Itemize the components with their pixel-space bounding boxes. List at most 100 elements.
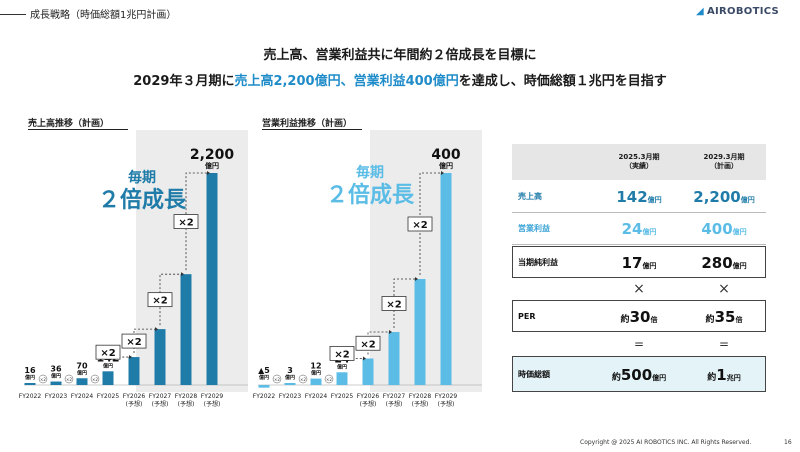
category-label: (予想)	[204, 400, 221, 408]
category-label: (予想)	[438, 400, 455, 408]
row-value: 280億円	[701, 253, 746, 272]
table-text: 2,200	[693, 187, 741, 206]
metrics-table: 2025.3月期 （実績） 2029.3月期 （計画） 売上高 142億円 2,200億円営…	[512, 144, 766, 404]
row-value: 約35倍	[706, 307, 743, 326]
chart-title-sales: 売上高推移（計画）	[28, 119, 110, 129]
row-value: 24億円	[622, 219, 657, 238]
multiplier-label: ×2	[412, 220, 427, 231]
page-number: 16	[784, 439, 792, 446]
row-value: 約30倍	[621, 307, 658, 326]
operator-times: ×	[596, 278, 682, 300]
headline-line2: 2029年３月期に売上高2,200億円、営業利益400億円を達成し、時価総額１兆…	[0, 70, 800, 89]
growth-bubble	[90, 374, 100, 384]
category-label: FY2025	[97, 393, 120, 400]
arrow-icon	[363, 356, 366, 361]
growth-connector	[393, 278, 416, 328]
value-cell: 約1兆円	[682, 356, 766, 392]
chart-title-rule	[28, 129, 128, 130]
multiplier-label: ×2	[386, 300, 401, 311]
value-label: ▲5	[258, 366, 270, 375]
category-label: FY2026	[357, 393, 380, 400]
table-text: 億円	[647, 195, 662, 204]
table-text: 約	[705, 314, 715, 325]
table-text: 兆円	[726, 373, 741, 382]
value-cell: 約30倍	[596, 300, 682, 332]
arrow-icon	[155, 327, 158, 332]
multiplier-box	[355, 335, 381, 351]
table-text: 倍	[650, 315, 658, 324]
operator-equals: =	[596, 332, 682, 356]
growth-connector	[419, 172, 442, 275]
col-header-2029: 2029.3月期 （計画）	[682, 144, 766, 180]
bar	[76, 378, 88, 385]
operator-equals: =	[682, 332, 766, 356]
table-text: 億円	[732, 261, 747, 270]
multiplier-label: ×2	[152, 296, 167, 307]
growth-bubble	[324, 374, 334, 384]
category-label: FY2024	[71, 393, 94, 400]
category-label: FY2028	[175, 393, 198, 400]
growth-bubble	[38, 374, 48, 384]
table-text: 営業利益	[518, 223, 550, 233]
multiplier-label: ×2	[178, 218, 193, 229]
bar	[24, 383, 36, 385]
value-label: 16	[24, 366, 36, 375]
value-label: 3	[287, 366, 293, 375]
category-label: FY2027	[149, 393, 172, 400]
table-text: =	[718, 337, 730, 351]
logo-mark-icon: ◢	[696, 6, 704, 17]
arrow-icon	[129, 355, 132, 360]
table-text: 500	[620, 365, 653, 384]
row-label: 営業利益	[518, 212, 598, 244]
bar	[258, 385, 270, 388]
growth-label: ×2	[40, 377, 46, 382]
row-label: 時価総額	[518, 356, 598, 392]
sales-callout-bottom: ２倍成長	[97, 188, 186, 213]
table-row	[512, 180, 766, 213]
category-label: (予想)	[152, 400, 169, 408]
table-row	[512, 246, 766, 278]
bar	[310, 378, 322, 385]
growth-connector	[341, 348, 364, 359]
bar	[154, 329, 166, 385]
growth-bubble	[272, 374, 282, 384]
bar	[180, 274, 192, 385]
category-label: FY2025	[331, 393, 354, 400]
op-callout-bottom: ２倍成長	[325, 183, 414, 208]
arrow-icon	[181, 272, 184, 277]
growth-connector	[367, 331, 390, 355]
header-rule	[0, 14, 26, 15]
bar	[388, 332, 400, 385]
growth-label: ×2	[274, 377, 280, 382]
growth-bubble	[64, 374, 74, 384]
table-text: 億円	[732, 227, 747, 236]
value-label: 70	[76, 361, 88, 370]
table-text: 約	[620, 314, 630, 325]
arrow-icon	[441, 171, 444, 175]
row-label: 当期純利益	[518, 246, 598, 278]
table-row	[512, 356, 766, 392]
category-label: FY2023	[279, 393, 302, 400]
table-text: 当期純利益	[518, 257, 558, 267]
category-label: FY2027	[383, 393, 406, 400]
bar	[362, 358, 374, 385]
unit-label: 億円	[25, 374, 35, 381]
table-text: 億円	[740, 195, 755, 204]
headline-suffix: を達成し、時価総額１兆円を目指す	[458, 74, 667, 89]
bar	[414, 279, 426, 385]
row-value: 17億円	[622, 253, 657, 272]
growth-connector	[185, 172, 208, 271]
multiplier-box	[381, 296, 407, 311]
table-text: 約	[611, 372, 621, 383]
unit-label: 億円	[337, 363, 347, 370]
value-cell: 280億円	[682, 246, 766, 278]
table-text: 17	[621, 253, 643, 272]
row-value: 142億円	[616, 187, 661, 206]
table-text: 142	[616, 187, 648, 206]
table-text: =	[633, 337, 645, 351]
table-text: 約	[707, 372, 717, 383]
multiplier-box	[121, 333, 147, 349]
value-label: 400	[431, 147, 460, 163]
category-label: FY2028	[409, 393, 432, 400]
headline-line1: 売上高、営業利益共に年間約２倍成長を目標に	[263, 48, 537, 63]
